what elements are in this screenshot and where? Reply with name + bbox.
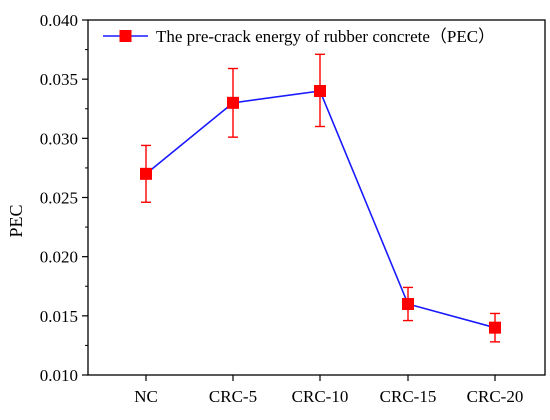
axes: 0.010 0.015 0.020 0.025 0.030 0.035 0.040 NC CRC… <box>40 11 546 406</box>
y-tick-label: 0.030 <box>40 129 78 148</box>
y-tick-label: 0.040 <box>40 11 78 30</box>
x-tick-label: NC <box>134 387 158 406</box>
x-tick-label: CRC-5 <box>209 387 257 406</box>
data-point <box>140 167 152 180</box>
x-tick-label: CRC-10 <box>292 387 349 406</box>
series-layer <box>140 53 501 343</box>
y-tick-label: 0.010 <box>40 366 78 385</box>
x-tick-label: CRC-20 <box>467 387 524 406</box>
data-point <box>402 298 414 310</box>
x-tick-label: CRC-15 <box>380 387 437 406</box>
data-point <box>314 85 326 97</box>
data-point <box>489 321 501 334</box>
y-tick-label: 0.015 <box>40 307 78 326</box>
data-point <box>227 96 239 109</box>
y-tick-label: 0.025 <box>40 189 78 208</box>
legend-marker <box>119 30 132 42</box>
y-axis-label: PEC <box>6 204 26 237</box>
plot-frame <box>87 19 546 376</box>
legend-label: The pre-crack energy of rubber concrete（… <box>156 27 495 46</box>
y-tick-label: 0.035 <box>40 70 78 89</box>
y-tick-label: 0.020 <box>40 248 78 267</box>
legend: The pre-crack energy of rubber concrete（… <box>103 27 495 46</box>
